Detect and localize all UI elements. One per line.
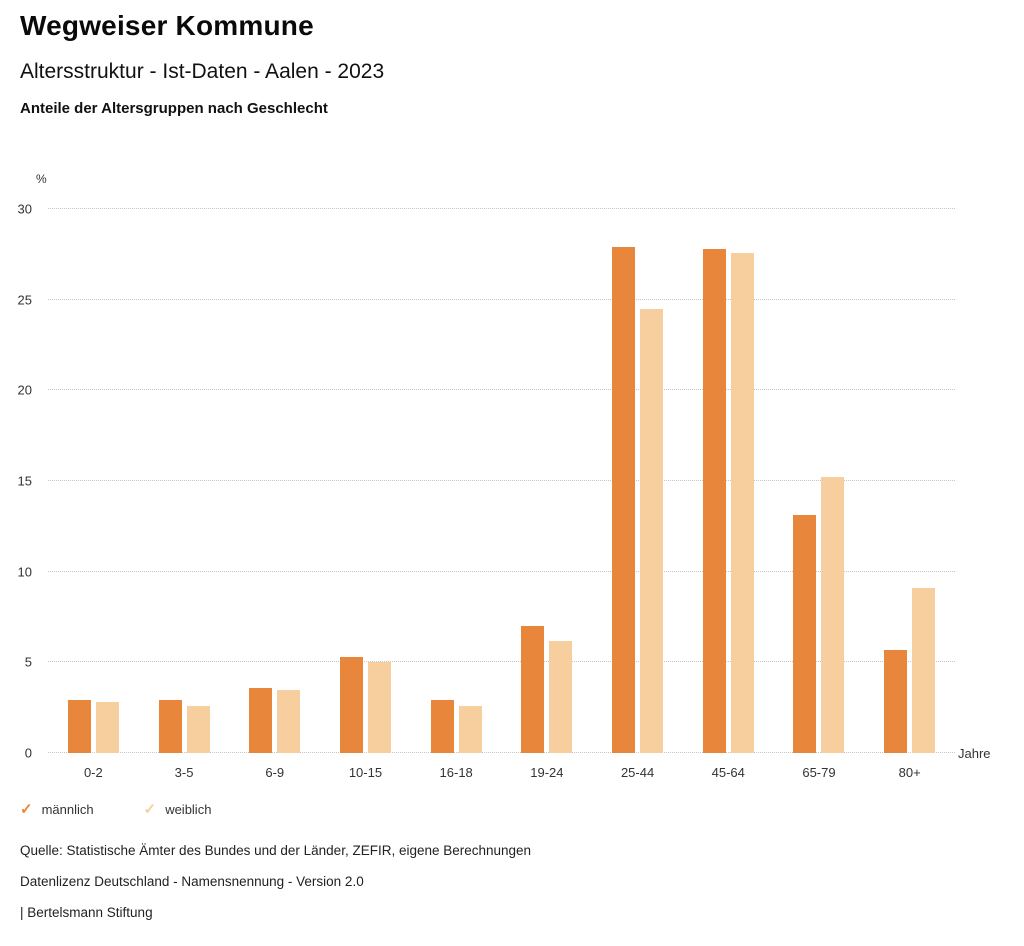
x-category-label: 3-5 [174,765,194,780]
bar-weiblich[interactable] [277,689,301,753]
bar-männlich[interactable] [430,700,454,753]
y-tick-label: 25 [17,292,32,308]
chart-subtitle: Altersstruktur - Ist-Daten - Aalen - 202… [20,60,385,83]
x-category-label: 0-2 [83,765,103,780]
gridline [48,480,955,481]
bar-group [683,209,774,753]
check-icon: ✓ [20,801,33,818]
bar-weiblich[interactable] [367,662,391,753]
chart-footer: Quelle: Statistische Ämter des Bundes un… [20,844,531,937]
bar-group [592,209,683,753]
bar-weiblich[interactable] [912,588,936,753]
x-category-label: 45-64 [711,765,745,780]
x-category-label: 10-15 [348,765,383,780]
bar-group [411,209,502,753]
x-axis-unit-label: Jahre [958,746,991,761]
x-category-label: 65-79 [802,765,836,780]
x-category-label: 80+ [898,765,921,780]
license-text: Datenlizenz Deutschland - Namensnennung … [20,874,364,889]
x-axis-category-labels: 0-2 3-5 6-9 10-15 16-18 19-24 25-44 45-64 65-79 8… [48,765,955,780]
bar-group [774,209,865,753]
bar-group [864,209,955,753]
attribution-text: | Bertelsmann Stiftung [20,905,153,920]
gridline [48,298,955,300]
y-tick-label: 20 [17,382,32,398]
bar-weiblich[interactable] [730,252,754,753]
bars-row [48,209,955,753]
y-tick-label: 15 [17,473,32,489]
x-category-label: 19-24 [530,765,564,780]
bar-weiblich[interactable] [549,640,573,753]
y-axis-tick-labels: 0 5 10 15 20 25 30 [0,203,38,760]
bar-männlich[interactable] [612,247,636,753]
bar-group [502,209,593,753]
x-category-label: 6-9 [265,765,285,780]
legend-item-männlich[interactable]: ✓ männlich [20,802,94,817]
bar-group [139,209,230,753]
gridline [48,389,955,391]
chart-heading: Anteile der Altersgruppen nach Geschlech… [20,100,328,117]
x-category-label: 16-18 [439,765,473,780]
bar-männlich[interactable] [339,656,363,753]
y-tick-label: 5 [24,654,32,670]
source-text: Quelle: Statistische Ämter des Bundes un… [20,843,532,858]
bar-weiblich[interactable] [458,705,482,753]
bar-group [229,209,320,753]
bar-männlich[interactable] [249,687,273,753]
page-title: Wegweiser Kommune [20,10,314,41]
x-category-label: 25-44 [620,765,655,780]
legend-label: männlich [41,802,94,817]
gridline [48,208,955,209]
gridlines [48,208,955,753]
bar-männlich[interactable] [67,700,91,753]
y-tick-label: 30 [17,201,32,217]
y-tick-label: 10 [17,564,32,580]
plot-area [48,208,955,753]
bar-männlich[interactable] [521,626,545,753]
bar-männlich[interactable] [884,649,908,753]
bar-group [48,209,139,753]
bar-group [320,209,411,753]
y-axis-unit-label: % [36,172,47,186]
bar-weiblich[interactable] [640,308,664,753]
bar-weiblich[interactable] [821,477,845,753]
bar-weiblich[interactable] [95,702,119,753]
check-icon: ✓ [143,801,157,818]
gridline [48,661,955,663]
legend-label: weiblich [165,802,212,817]
bar-männlich[interactable] [702,248,726,753]
bar-weiblich[interactable] [186,705,210,753]
chart-header: Wegweiser Kommune Altersstruktur - Ist-D… [20,10,384,117]
gridline [48,570,955,572]
bar-männlich[interactable] [158,700,182,753]
legend-item-weiblich[interactable]: ✓ weiblich [144,802,212,817]
bar-männlich[interactable] [793,515,817,753]
y-tick-label: 0 [24,745,32,761]
legend: ✓ männlich ✓ weiblich [20,802,211,817]
gridline [48,752,955,753]
